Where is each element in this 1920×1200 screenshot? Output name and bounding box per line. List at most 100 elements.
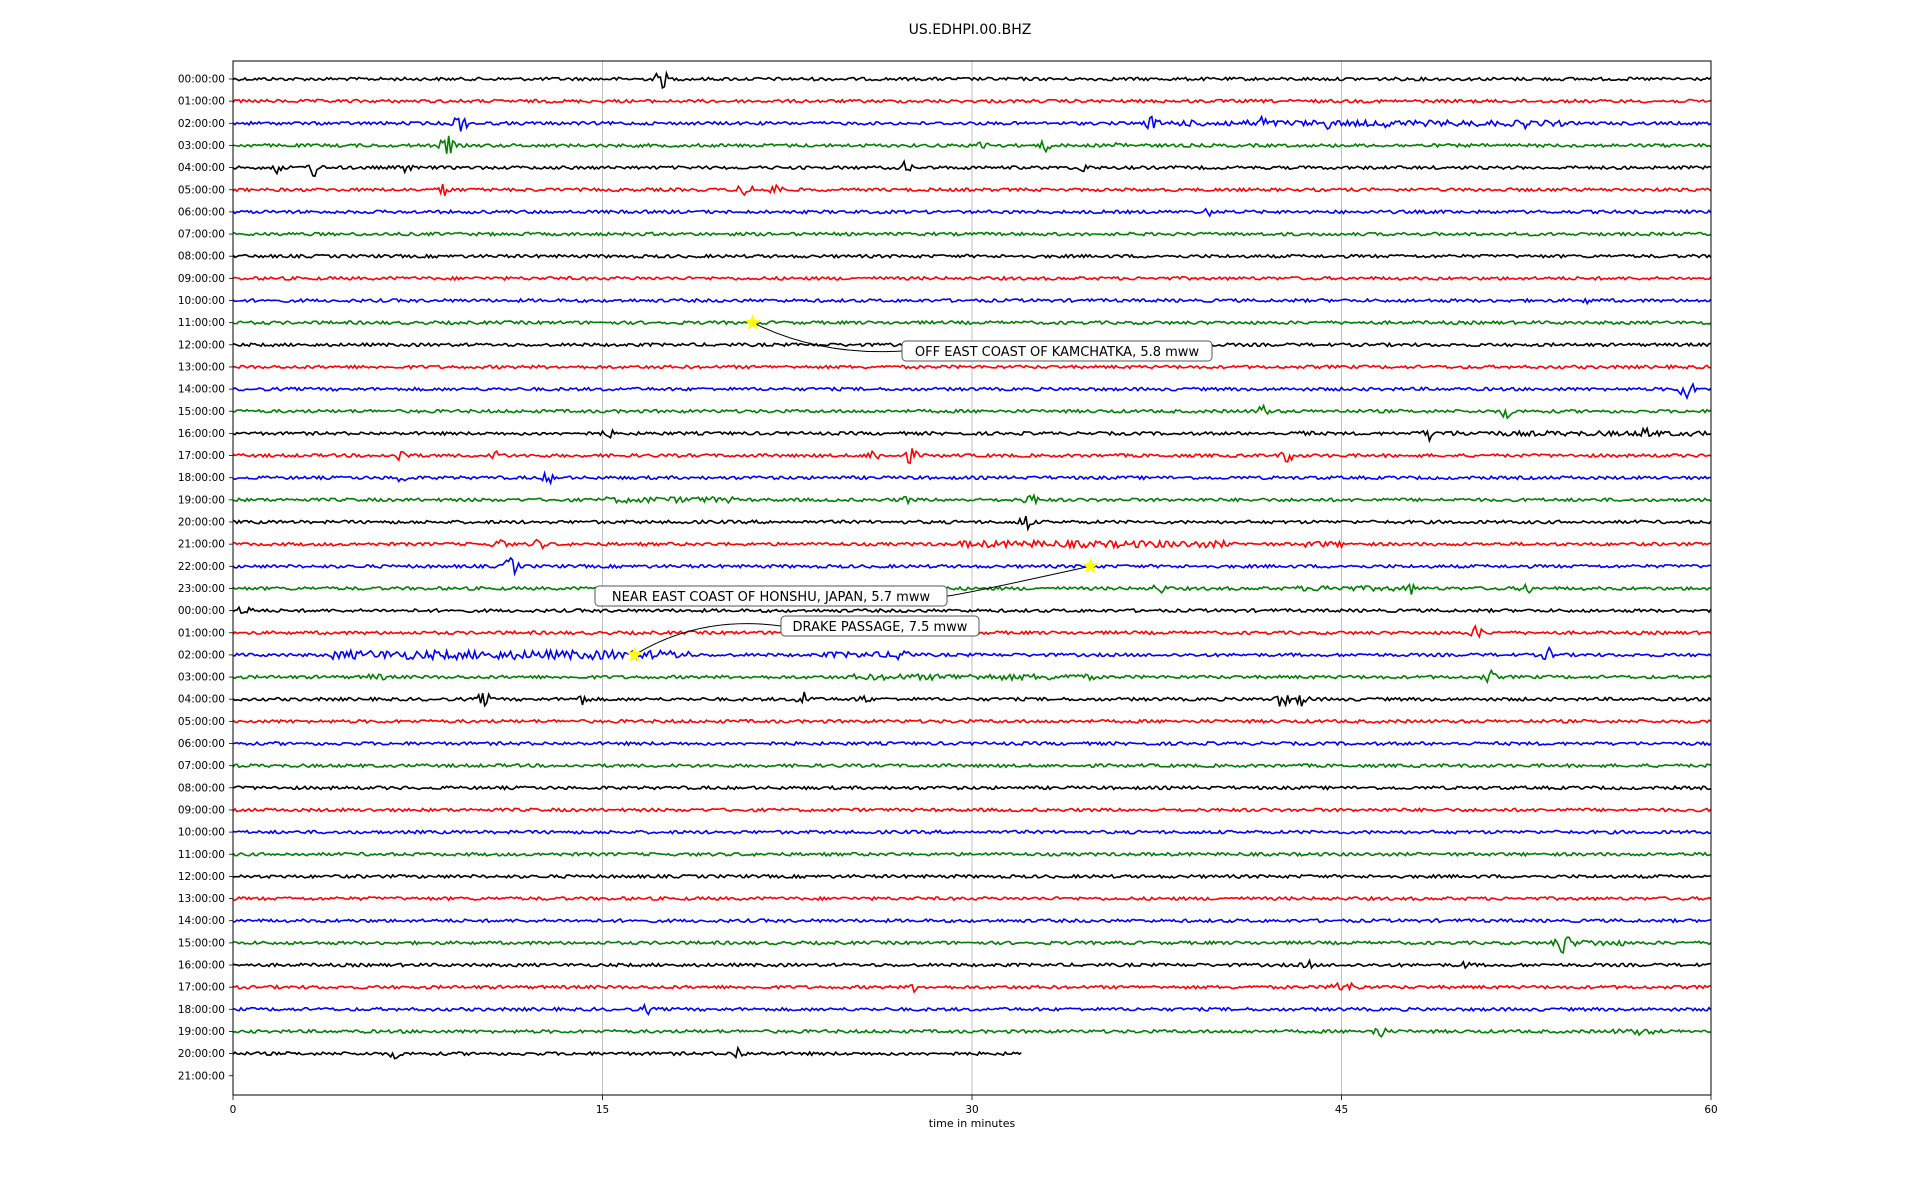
x-tick-label: 30 xyxy=(965,1104,978,1116)
row-time-label: 15:00:00 xyxy=(178,937,225,949)
row-time-label: 17:00:00 xyxy=(178,982,225,994)
trace-line xyxy=(232,691,1712,708)
event-label-box xyxy=(780,615,980,637)
row-time-label: 11:00:00 xyxy=(178,317,225,329)
row-time-label: 03:00:00 xyxy=(178,672,225,684)
row-time-label: 03:00:00 xyxy=(178,140,225,152)
trace-line xyxy=(232,70,1712,90)
trace-line xyxy=(232,740,1712,747)
row-time-label: 01:00:00 xyxy=(178,96,225,108)
x-tick-label: 45 xyxy=(1335,1104,1348,1116)
row-time-label: 20:00:00 xyxy=(178,517,225,529)
row-time-label: 05:00:00 xyxy=(178,716,225,728)
trace-line xyxy=(232,426,1712,444)
row-time-label: 10:00:00 xyxy=(178,827,225,839)
trace-line xyxy=(232,668,1712,685)
row-time-label: 06:00:00 xyxy=(178,206,225,218)
row-time-label: 09:00:00 xyxy=(178,804,225,816)
row-time-label: 02:00:00 xyxy=(178,118,225,130)
grid-lines xyxy=(602,61,1342,1095)
row-time-label: 07:00:00 xyxy=(178,229,225,241)
row-time-label: 12:00:00 xyxy=(178,339,225,351)
event-annotation-group: OFF EAST COAST OF KAMCHATKA, 5.8 mww NEAR… xyxy=(594,313,1213,662)
event-star-icon xyxy=(626,646,643,662)
trace-line xyxy=(232,556,1712,577)
event-star-icon xyxy=(1081,557,1099,574)
trace-line xyxy=(232,718,1712,725)
trace-line xyxy=(232,917,1712,924)
trace-line xyxy=(232,762,1712,769)
trace-line xyxy=(232,807,1712,813)
trace-line xyxy=(232,98,1712,105)
event-connector xyxy=(634,623,782,656)
event-connector xyxy=(752,322,903,353)
trace-line xyxy=(232,403,1712,420)
trace-line xyxy=(232,114,1712,132)
trace-line xyxy=(232,851,1712,858)
trace-line xyxy=(232,1026,1712,1038)
trace-line xyxy=(232,470,1712,486)
x-tick-label: 15 xyxy=(596,1104,609,1116)
row-time-label: 21:00:00 xyxy=(178,1070,225,1082)
trace-line xyxy=(232,538,1712,551)
row-time-label: 20:00:00 xyxy=(178,1048,225,1060)
trace-line xyxy=(232,448,1712,465)
trace-line xyxy=(232,936,1712,954)
row-time-label: 00:00:00 xyxy=(178,74,225,86)
trace-line xyxy=(232,873,1712,880)
row-time-label: 14:00:00 xyxy=(178,915,225,927)
trace-line xyxy=(233,895,1712,902)
row-time-label: 17:00:00 xyxy=(178,450,225,462)
x-axis-label: time in minutes xyxy=(929,1117,1016,1130)
trace-line xyxy=(232,605,1712,614)
row-time-label: 21:00:00 xyxy=(178,539,225,551)
trace-line xyxy=(232,381,1712,401)
trace-line xyxy=(232,159,1712,178)
row-time-label: 01:00:00 xyxy=(178,627,225,639)
row-time-label: 15:00:00 xyxy=(178,406,225,418)
trace-line xyxy=(232,183,1712,197)
event-label: NEAR EAST COAST OF HONSHU, JAPAN, 5.7 mw… xyxy=(612,590,931,605)
trace-line xyxy=(232,981,1712,994)
trace-line xyxy=(232,784,1712,791)
row-time-label: 04:00:00 xyxy=(178,694,225,706)
event-label-box xyxy=(901,340,1213,362)
row-time-label: 22:00:00 xyxy=(178,561,225,573)
event-label: DRAKE PASSAGE, 7.5 mww xyxy=(793,620,968,635)
trace-line xyxy=(233,319,1712,326)
row-time-label: 11:00:00 xyxy=(178,849,225,861)
x-tick-label: 60 xyxy=(1704,1104,1717,1116)
event-connector xyxy=(946,565,1091,597)
x-tick-group: 0 15 30 45 60 xyxy=(230,1095,1718,1116)
row-time-label: 12:00:00 xyxy=(178,871,225,883)
row-time-label: 14:00:00 xyxy=(178,384,225,396)
trace-line xyxy=(232,515,1712,532)
row-time-label: 18:00:00 xyxy=(178,472,225,484)
trace-line xyxy=(232,582,1712,595)
row-time-label: 08:00:00 xyxy=(178,251,225,263)
row-time-label: 18:00:00 xyxy=(178,1004,225,1016)
event-label-box xyxy=(594,585,948,607)
trace-line xyxy=(232,297,1712,306)
row-time-label: 00:00:00 xyxy=(178,605,225,617)
row-label-group: 00:00:00 01:00:00 02:00:00 03:00:00 04:00:00… xyxy=(178,74,233,1082)
row-time-label: 10:00:00 xyxy=(178,295,225,307)
row-time-label: 02:00:00 xyxy=(178,649,225,661)
row-time-label: 05:00:00 xyxy=(178,184,225,196)
row-time-label: 19:00:00 xyxy=(178,494,225,506)
row-time-label: 09:00:00 xyxy=(178,273,225,285)
trace-line xyxy=(232,829,1712,835)
event-label: OFF EAST COAST OF KAMCHATKA, 5.8 mww xyxy=(915,345,1200,360)
row-time-label: 13:00:00 xyxy=(178,361,225,373)
trace-line xyxy=(232,1002,1712,1017)
trace-line xyxy=(232,492,1712,506)
trace-line xyxy=(232,958,1712,970)
row-time-label: 16:00:00 xyxy=(178,428,225,440)
trace-line xyxy=(232,364,1712,370)
trace-line xyxy=(232,1045,1022,1060)
row-time-label: 06:00:00 xyxy=(178,738,225,750)
trace-line xyxy=(233,645,1712,662)
row-time-label: 23:00:00 xyxy=(178,583,225,595)
row-time-label: 13:00:00 xyxy=(178,893,225,905)
